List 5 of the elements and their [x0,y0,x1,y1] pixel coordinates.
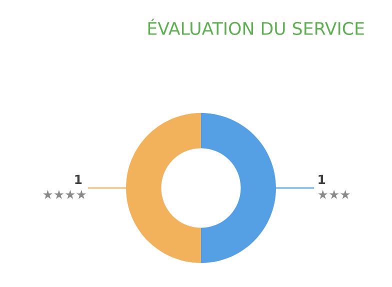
slice-label: ★★★ [318,190,350,200]
chart-title: ÉVALUATION DU SERVICE [148,18,364,36]
data-label: 1 [75,174,82,184]
slice-label: ★★★★ [42,190,86,200]
data-label: 1 [318,174,326,184]
